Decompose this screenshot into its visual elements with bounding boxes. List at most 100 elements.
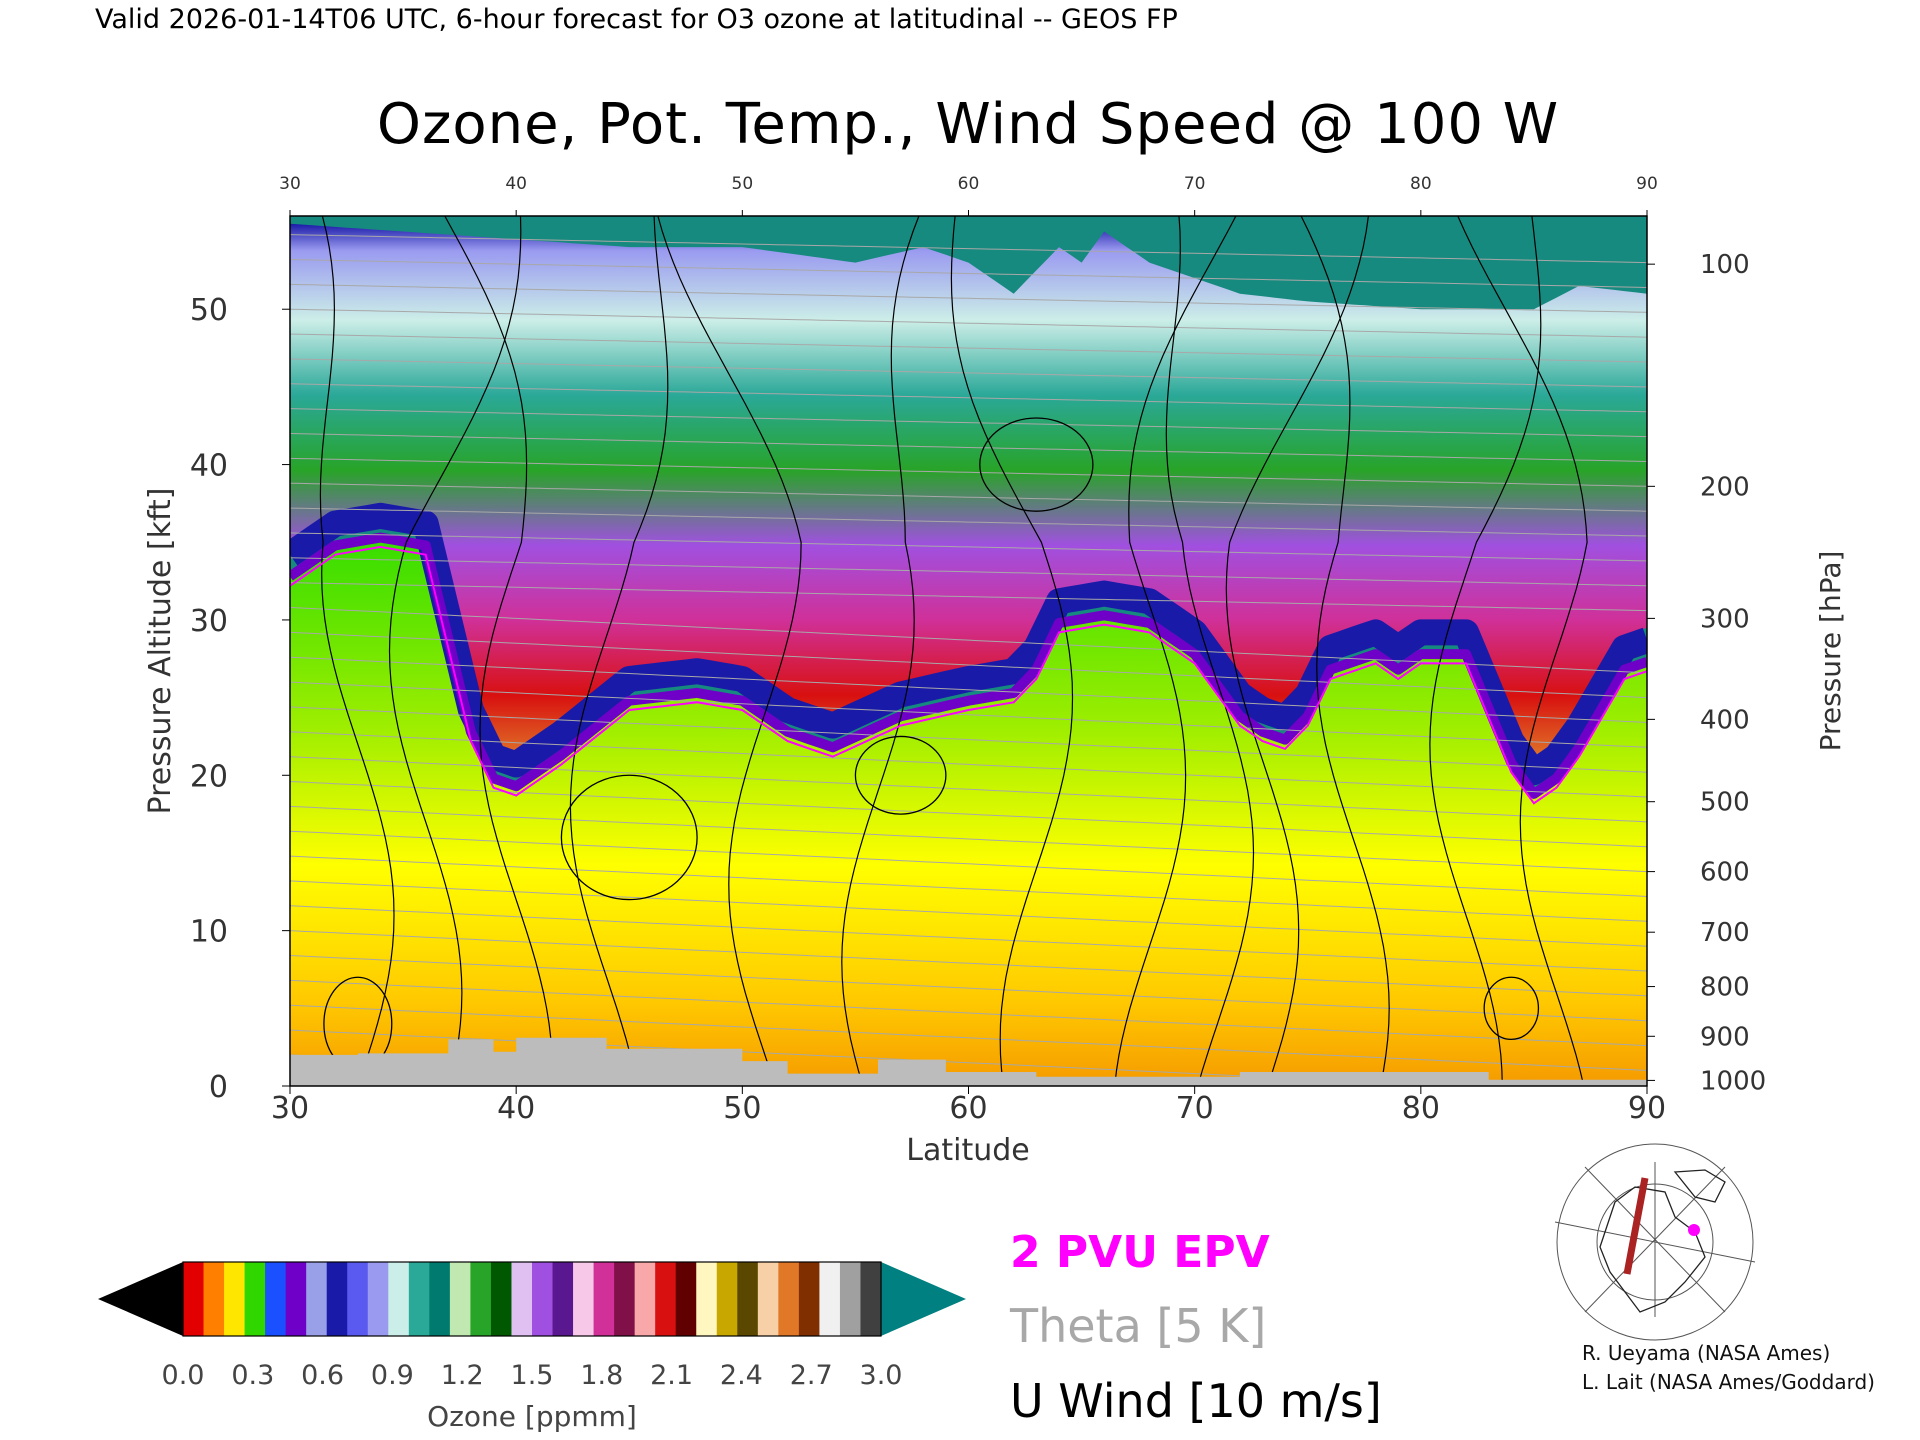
u-wind-contour	[841, 216, 920, 1086]
theta-isentrope	[290, 607, 1647, 674]
colorbar-segment	[696, 1262, 718, 1336]
theta-isentrope	[290, 383, 1647, 413]
colorbar-segment	[737, 1262, 759, 1336]
theta-isentrope	[290, 681, 1647, 748]
x-tick-label: 50	[723, 1091, 761, 1126]
u-wind-contour	[319, 216, 395, 1086]
epv-2pvu-contour	[290, 545, 1647, 805]
stratosphere-band	[290, 223, 1647, 760]
colorbar-segment	[511, 1262, 533, 1336]
pressure-tick-label: 700	[1700, 918, 1750, 948]
colorbar-segment	[655, 1262, 677, 1336]
theta-isentrope	[290, 756, 1647, 823]
chart-title: Ozone, Pot. Temp., Wind Speed @ 100 W	[377, 92, 1559, 157]
top-x-tick-label: 80	[1410, 174, 1432, 194]
theta-isentrope	[290, 557, 1647, 587]
colorbar-segment	[470, 1262, 492, 1336]
top-x-tick-label: 60	[958, 174, 980, 194]
theta-isentrope	[290, 507, 1647, 537]
u-wind-contour	[657, 216, 802, 1086]
u-wind-contour	[444, 216, 554, 1086]
x-tick-label: 70	[1176, 1091, 1214, 1126]
colorbar-tick-label: 1.8	[580, 1360, 623, 1391]
troposphere-band	[290, 534, 1647, 1086]
theta-isentrope	[290, 631, 1647, 699]
theta-isentrope	[290, 532, 1647, 562]
pressure-tick-label: 200	[1700, 472, 1750, 502]
colorbar-segment	[860, 1262, 882, 1336]
tropopause-band	[290, 502, 1647, 786]
colorbar-segment	[634, 1262, 656, 1336]
x-tick-label: 30	[271, 1091, 309, 1126]
theta-isentrope	[290, 855, 1647, 922]
colorbar-frame	[182, 1261, 882, 1337]
y-tick-label: 50	[190, 293, 228, 328]
u-wind-contours	[319, 216, 1588, 1086]
u-wind-contour	[1300, 216, 1390, 1086]
colorbar-low-arrow	[98, 1262, 183, 1336]
u-wind-contour	[1114, 216, 1237, 1086]
colorbar-segment	[819, 1262, 841, 1336]
colorbar-segment	[388, 1262, 410, 1336]
colorbar-segment	[552, 1262, 574, 1336]
pressure-tick-label: 400	[1700, 705, 1750, 735]
colorbar-segment	[285, 1262, 307, 1336]
pressure-tick-label: 800	[1700, 973, 1750, 1003]
map-section-track	[1623, 1177, 1649, 1275]
x-axis-label: Latitude	[906, 1133, 1029, 1168]
pressure-tick-label: 1000	[1700, 1066, 1766, 1096]
tropopause-violet-band	[290, 532, 1647, 799]
u-wind-closed-contour	[1483, 976, 1540, 1041]
colorbar-segment	[224, 1262, 246, 1336]
colorbar-segment	[347, 1262, 369, 1336]
colorbar-segment	[326, 1262, 348, 1336]
colorbar-segment	[265, 1262, 287, 1336]
u-wind-closed-contour	[979, 417, 1094, 512]
colorbar-segment	[839, 1262, 862, 1336]
u-wind-contour	[950, 216, 1074, 1086]
theta-isentrope	[290, 433, 1647, 462]
u-wind-closed-contour	[854, 735, 947, 815]
pressure-tick-label: 100	[1700, 250, 1750, 280]
colorbar-segment	[408, 1262, 430, 1336]
colorbar-segment	[532, 1262, 554, 1336]
credit-line-2: L. Lait (NASA Ames/Goddard)	[1582, 1370, 1875, 1394]
theta-isentropes	[290, 234, 1647, 1086]
theta-isentrope	[290, 830, 1647, 897]
x-tick-label: 40	[497, 1091, 535, 1126]
colorbar-tick-label: 0.9	[371, 1360, 414, 1391]
plot-area	[290, 216, 1647, 1086]
colorbar-segment	[593, 1262, 615, 1336]
u-wind-contour	[1225, 216, 1369, 1086]
colorbar-segment	[306, 1262, 328, 1336]
y-tick-label: 0	[209, 1070, 228, 1105]
colorbar-segment	[798, 1262, 821, 1336]
pressure-tick-label: 600	[1700, 858, 1750, 888]
colorbar-tick-label: 2.7	[790, 1360, 833, 1391]
surface-terrain	[290, 1037, 1647, 1086]
theta-isentrope	[290, 656, 1647, 723]
theta-isentrope	[290, 482, 1647, 512]
colorbar-tick-label: 1.5	[511, 1360, 554, 1391]
colorbar: 0.0 0.3 0.6 0.9 1.2 1.5 1.8 2.1 2.4 2.7 3.0	[98, 1261, 966, 1391]
legend-theta: Theta [5 K]	[1009, 1299, 1266, 1353]
theta-isentrope	[290, 706, 1647, 773]
theta-isentrope	[290, 905, 1647, 972]
top-x-tick-label: 40	[505, 174, 527, 194]
theta-isentrope	[290, 805, 1647, 873]
u-wind-contour	[1429, 216, 1542, 1086]
x-tick-label: 80	[1402, 1091, 1440, 1126]
theta-isentrope	[290, 979, 1647, 1047]
locator-map	[1554, 1143, 1756, 1341]
theta-isentrope	[290, 1004, 1647, 1071]
y-tick-label: 30	[190, 604, 228, 639]
colorbar-tick-label: 3.0	[860, 1360, 903, 1391]
colorbar-tick-label: 2.1	[650, 1360, 693, 1391]
legend-epv: 2 PVU EPV	[1010, 1227, 1270, 1278]
colorbar-segment	[614, 1262, 636, 1336]
y-tick-label: 10	[190, 915, 228, 950]
top-x-tick-label: 90	[1636, 174, 1658, 194]
colorbar-segment	[244, 1262, 266, 1336]
